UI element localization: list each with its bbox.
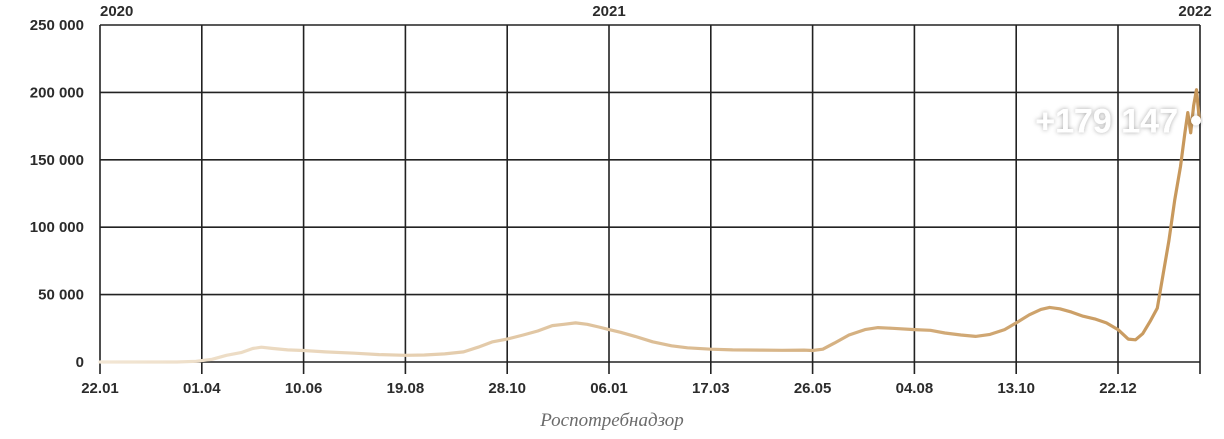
y-tick-label: 50 000 (38, 287, 84, 304)
year-label: 2020 (100, 3, 133, 20)
x-tick-label: 26.05 (794, 380, 832, 397)
year-label: 2022 (1178, 3, 1211, 20)
callout-label: +179 147 (1035, 103, 1178, 141)
y-tick-label: 250 000 (30, 17, 84, 34)
x-tick-label: 22.12 (1099, 380, 1137, 397)
y-tick-label: 200 000 (30, 84, 84, 101)
x-tick-label: 28.10 (488, 380, 526, 397)
callout: +179 147 (1035, 103, 1201, 141)
x-axis-labels: 22.01 01.04 10.06 19.08 28.10 06.01 17.03 26.05… (81, 380, 1137, 397)
x-tick-label: 01.04 (183, 380, 221, 397)
y-tick-label: 100 000 (30, 219, 84, 236)
x-tick-label: 22.01 (81, 380, 119, 397)
x-tick-label: 04.08 (896, 380, 934, 397)
year-label: 2021 (592, 3, 625, 20)
x-tick-label: 10.06 (285, 380, 323, 397)
callout-marker (1191, 115, 1201, 126)
y-tick-label: 150 000 (30, 152, 84, 169)
x-tick-label: 13.10 (997, 380, 1035, 397)
x-tick-label: 06.01 (590, 380, 628, 397)
grid-lines (99, 24, 1201, 374)
y-axis-labels: 0 50 000 100 000 150 000 200 000 250 000 (30, 17, 84, 371)
year-labels: 2020 2021 2022 (100, 3, 1212, 20)
series-line (98, 88, 1201, 364)
source-caption: Роспотребнадзор (540, 410, 684, 431)
x-tick-label: 19.08 (387, 380, 425, 397)
series-lines (98, 88, 1201, 364)
y-tick-label: 0 (76, 354, 84, 371)
x-tick-label: 17.03 (692, 380, 730, 397)
